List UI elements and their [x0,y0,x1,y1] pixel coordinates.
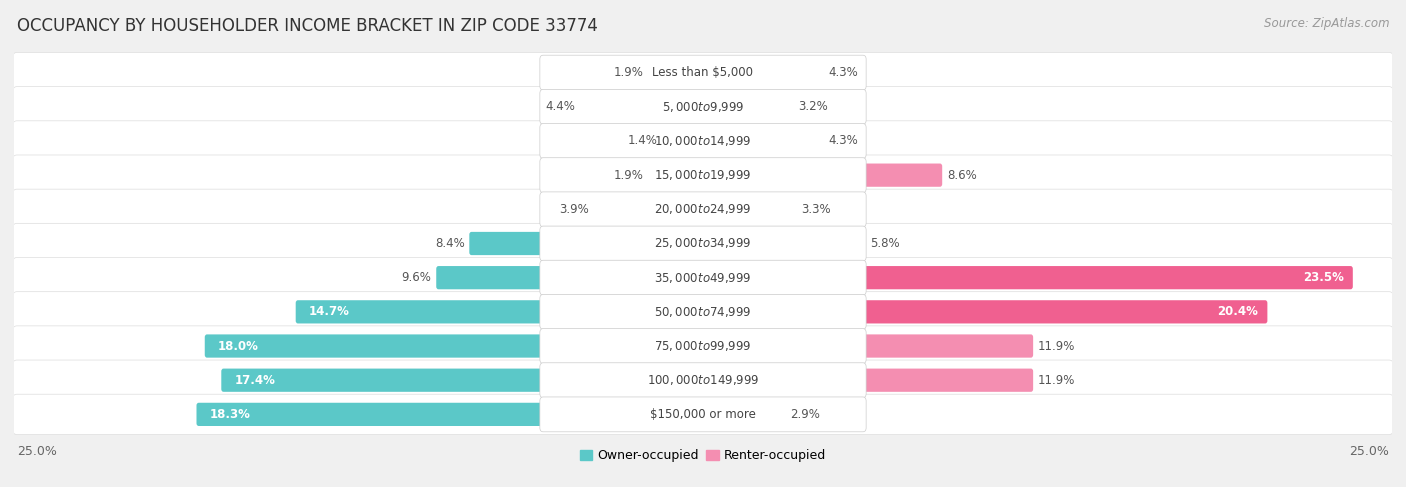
FancyBboxPatch shape [295,300,706,323]
FancyBboxPatch shape [540,226,866,261]
FancyBboxPatch shape [540,90,866,124]
Text: 8.4%: 8.4% [434,237,464,250]
FancyBboxPatch shape [700,164,942,187]
Text: Source: ZipAtlas.com: Source: ZipAtlas.com [1264,17,1389,30]
Text: OCCUPANCY BY HOUSEHOLDER INCOME BRACKET IN ZIP CODE 33774: OCCUPANCY BY HOUSEHOLDER INCOME BRACKET … [17,17,598,35]
FancyBboxPatch shape [197,403,706,426]
FancyBboxPatch shape [13,224,1393,263]
FancyBboxPatch shape [540,158,866,192]
FancyBboxPatch shape [700,403,785,426]
FancyBboxPatch shape [700,198,796,221]
Text: $50,000 to $74,999: $50,000 to $74,999 [654,305,752,319]
Text: 1.4%: 1.4% [627,134,658,148]
FancyBboxPatch shape [13,360,1393,400]
Text: $75,000 to $99,999: $75,000 to $99,999 [654,339,752,353]
FancyBboxPatch shape [662,130,706,152]
Text: 2.9%: 2.9% [790,408,820,421]
Text: $10,000 to $14,999: $10,000 to $14,999 [654,134,752,148]
FancyBboxPatch shape [540,260,866,295]
FancyBboxPatch shape [540,192,866,227]
FancyBboxPatch shape [648,61,706,84]
Text: 20.4%: 20.4% [1218,305,1258,318]
Text: $150,000 or more: $150,000 or more [650,408,756,421]
FancyBboxPatch shape [579,95,706,118]
FancyBboxPatch shape [540,124,866,158]
FancyBboxPatch shape [540,295,866,329]
Text: $5,000 to $9,999: $5,000 to $9,999 [662,100,744,114]
FancyBboxPatch shape [700,266,1353,289]
FancyBboxPatch shape [540,55,866,90]
Legend: Owner-occupied, Renter-occupied: Owner-occupied, Renter-occupied [575,444,831,467]
Text: 4.3%: 4.3% [828,134,858,148]
Text: $15,000 to $19,999: $15,000 to $19,999 [654,168,752,182]
FancyBboxPatch shape [540,397,866,432]
FancyBboxPatch shape [13,292,1393,332]
FancyBboxPatch shape [13,155,1393,195]
FancyBboxPatch shape [700,95,793,118]
Text: 3.9%: 3.9% [560,203,589,216]
FancyBboxPatch shape [470,232,706,255]
FancyBboxPatch shape [700,130,824,152]
Text: 18.0%: 18.0% [218,339,259,353]
Text: 11.9%: 11.9% [1038,374,1076,387]
Text: 25.0%: 25.0% [1350,445,1389,458]
FancyBboxPatch shape [700,369,1033,392]
FancyBboxPatch shape [13,121,1393,161]
FancyBboxPatch shape [540,363,866,397]
FancyBboxPatch shape [700,300,1267,323]
Text: $20,000 to $24,999: $20,000 to $24,999 [654,202,752,216]
FancyBboxPatch shape [700,61,824,84]
FancyBboxPatch shape [540,329,866,363]
FancyBboxPatch shape [13,53,1393,93]
FancyBboxPatch shape [13,326,1393,366]
Text: 5.8%: 5.8% [870,237,900,250]
Text: 1.9%: 1.9% [614,66,644,79]
Text: 8.6%: 8.6% [946,169,977,182]
Text: 1.9%: 1.9% [614,169,644,182]
FancyBboxPatch shape [593,198,706,221]
Text: 11.9%: 11.9% [1038,339,1076,353]
FancyBboxPatch shape [13,189,1393,229]
Text: 9.6%: 9.6% [402,271,432,284]
Text: 14.7%: 14.7% [309,305,350,318]
Text: Less than $5,000: Less than $5,000 [652,66,754,79]
FancyBboxPatch shape [700,335,1033,357]
FancyBboxPatch shape [13,258,1393,298]
Text: 3.3%: 3.3% [801,203,831,216]
Text: 4.4%: 4.4% [546,100,575,113]
Text: 3.2%: 3.2% [799,100,828,113]
FancyBboxPatch shape [648,164,706,187]
Text: 17.4%: 17.4% [235,374,276,387]
FancyBboxPatch shape [221,369,706,392]
FancyBboxPatch shape [13,87,1393,127]
FancyBboxPatch shape [205,335,706,357]
Text: 4.3%: 4.3% [828,66,858,79]
FancyBboxPatch shape [700,232,865,255]
Text: $25,000 to $34,999: $25,000 to $34,999 [654,237,752,250]
FancyBboxPatch shape [436,266,706,289]
Text: $35,000 to $49,999: $35,000 to $49,999 [654,271,752,285]
Text: $100,000 to $149,999: $100,000 to $149,999 [647,373,759,387]
Text: 18.3%: 18.3% [209,408,250,421]
Text: 25.0%: 25.0% [17,445,56,458]
Text: 23.5%: 23.5% [1303,271,1344,284]
FancyBboxPatch shape [13,394,1393,434]
